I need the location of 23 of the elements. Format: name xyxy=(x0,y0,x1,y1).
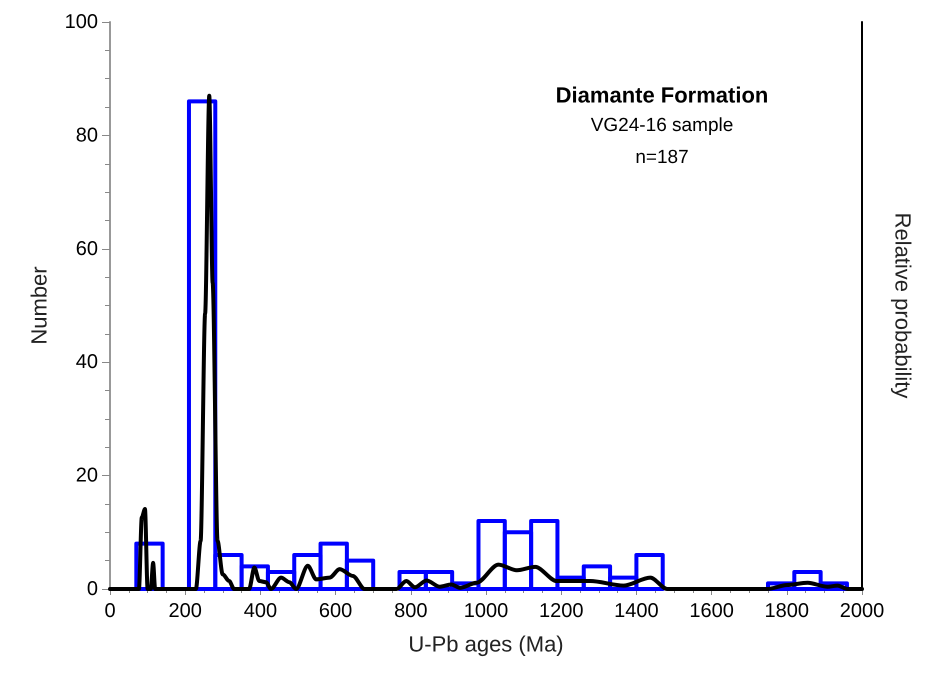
y-tick-label: 20 xyxy=(76,464,98,487)
x-tick-label: 600 xyxy=(318,600,352,622)
y-tick-label: 100 xyxy=(64,11,98,33)
annotation: Diamante Formation xyxy=(556,82,768,108)
y-tick-label: 60 xyxy=(76,238,98,260)
x-tick-label: 400 xyxy=(244,600,278,622)
annotation: VG24-16 sample xyxy=(590,115,734,136)
x-tick-label: 1800 xyxy=(764,600,810,622)
x-tick-label: 200 xyxy=(168,600,202,622)
y-axis-title: Number xyxy=(26,266,52,345)
y2-axis-title: Relative probability xyxy=(890,212,916,398)
x-tick-label: 0 xyxy=(104,600,116,622)
x-tick-label: 2000 xyxy=(840,600,884,622)
y-tick-label: 0 xyxy=(86,578,98,600)
annotation: n=187 xyxy=(635,147,689,168)
x-tick-label: 1200 xyxy=(538,600,584,622)
y-tick-label: 80 xyxy=(76,124,98,146)
y-tick-label: 40 xyxy=(76,351,98,374)
x-axis-title: U-Pb ages (Ma) xyxy=(408,632,564,656)
x-tick-label: 1000 xyxy=(464,600,508,622)
x-tick-label: 1400 xyxy=(614,600,659,622)
x-tick-label: 800 xyxy=(394,600,428,622)
x-tick-label: 1600 xyxy=(689,600,734,622)
